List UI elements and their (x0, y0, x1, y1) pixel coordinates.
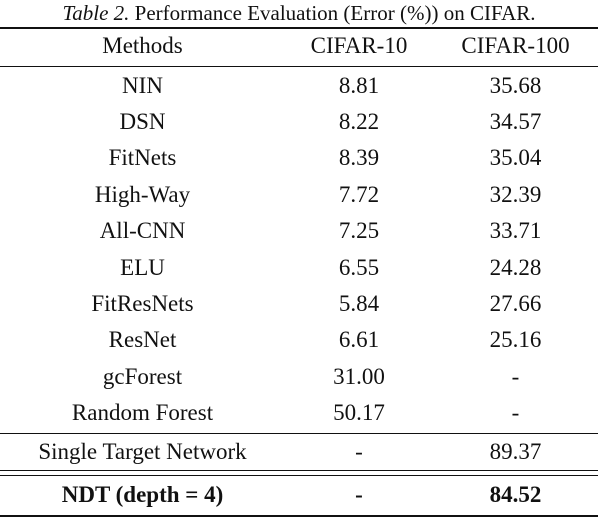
cifar10-cell: - (355, 482, 363, 507)
cifar10-cell: 8.39 (338, 145, 380, 170)
table-row: ELU 6.55 24.28 (0, 250, 598, 286)
ndt-row: NDT (depth = 4) - 84.52 (0, 477, 598, 513)
cifar10-cell: 50.17 (333, 400, 385, 425)
method-cell: Random Forest (71, 400, 214, 425)
section-rule (0, 433, 598, 434)
top-rule (0, 27, 598, 29)
cifar10-cell: 7.72 (338, 182, 380, 207)
table-row: High-Way 7.72 32.39 (0, 177, 598, 213)
method-cell: NIN (122, 73, 163, 98)
cifar100-cell: 84.52 (489, 482, 542, 507)
table-row: DSN 8.22 34.57 (0, 104, 598, 140)
method-cell: FitNets (108, 145, 177, 170)
cifar100-cell: 27.66 (489, 291, 542, 316)
cifar100-cell: 24.28 (489, 255, 542, 280)
method-cell: gcForest (102, 364, 183, 389)
caption-label: Table 2. (62, 1, 130, 25)
double-rule-upper (0, 470, 598, 471)
caption-text: Performance Evaluation (Error (%)) on CI… (134, 1, 536, 25)
table-row: gcForest 31.00 - (0, 359, 598, 395)
cifar10-cell: 31.00 (333, 364, 385, 389)
table-row: NIN 8.81 35.68 (0, 68, 598, 104)
cifar100-cell: 35.68 (489, 73, 542, 98)
method-cell: Single Target Network (38, 439, 247, 464)
table-row: Random Forest 50.17 - (0, 395, 598, 431)
method-cell: All-CNN (99, 218, 186, 243)
method-cell: ELU (120, 255, 165, 280)
header-rule (0, 66, 598, 67)
method-cell: ResNet (108, 327, 177, 352)
cifar100-cell: 34.57 (489, 109, 542, 134)
method-cell: DSN (119, 109, 166, 134)
header-methods: Methods (102, 33, 183, 58)
method-cell: High-Way (94, 182, 191, 207)
method-cell: NDT (depth = 4) (61, 482, 224, 507)
cifar100-cell: 32.39 (489, 182, 542, 207)
header-cifar10: CIFAR-10 (310, 33, 408, 58)
cifar100-cell: 33.71 (489, 218, 542, 243)
cifar10-cell: 7.25 (338, 218, 380, 243)
header-row: Methods CIFAR-10 CIFAR-100 (0, 28, 598, 64)
table-row: ResNet 6.61 25.16 (0, 322, 598, 358)
table-row: All-CNN 7.25 33.71 (0, 213, 598, 249)
header-cifar100: CIFAR-100 (461, 33, 570, 58)
cifar100-cell: 25.16 (489, 327, 542, 352)
cifar10-cell: 6.55 (338, 255, 380, 280)
single-target-row: Single Target Network - 89.37 (0, 434, 598, 470)
cifar100-cell: 89.37 (489, 439, 542, 464)
method-cell: FitResNets (91, 291, 194, 316)
cifar100-cell: 35.04 (489, 145, 542, 170)
bottom-rule (0, 515, 598, 517)
table-row: FitNets 8.39 35.04 (0, 140, 598, 176)
table-row: FitResNets 5.84 27.66 (0, 286, 598, 322)
cifar10-cell: 8.81 (338, 73, 380, 98)
cifar100-cell: - (511, 364, 520, 389)
double-rule-lower (0, 475, 598, 476)
cifar10-cell: - (355, 439, 363, 464)
table-caption: Table 2. Performance Evaluation (Error (… (0, 0, 598, 26)
cifar10-cell: 5.84 (338, 291, 380, 316)
cifar100-cell: - (511, 400, 520, 425)
cifar10-cell: 6.61 (338, 327, 380, 352)
cifar10-cell: 8.22 (338, 109, 380, 134)
